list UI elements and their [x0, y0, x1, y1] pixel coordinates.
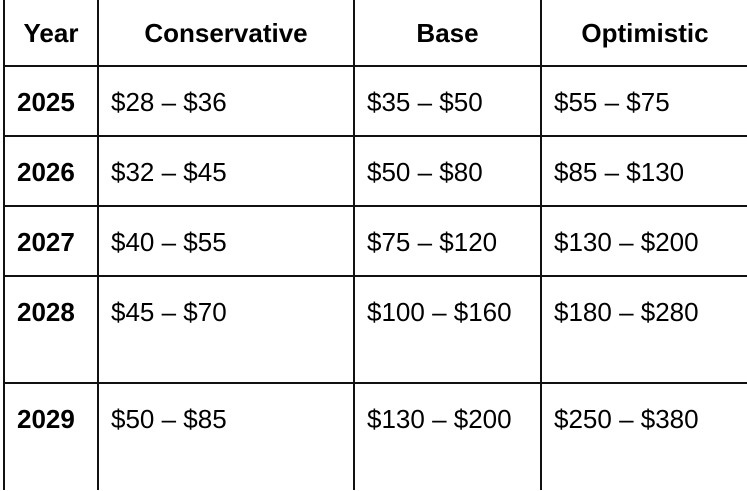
conservative-cell: $40 – $55: [97, 205, 355, 277]
forecast-table: Year Conservative Base Optimistic 2025 $…: [3, 0, 747, 490]
optimistic-cell: $130 – $200: [540, 205, 747, 277]
header-conservative: Conservative: [97, 0, 355, 67]
table-row: 2027 $40 – $55 $75 – $120 $130 – $200: [3, 205, 747, 277]
table-row: 2025 $28 – $36 $35 – $50 $55 – $75: [3, 65, 747, 137]
year-cell: 2028: [3, 275, 99, 384]
conservative-cell: $28 – $36: [97, 65, 355, 137]
base-cell: $50 – $80: [353, 135, 542, 207]
table-row: 2028 $45 – $70 $100 – $160 $180 – $280: [3, 275, 747, 384]
optimistic-cell: $85 – $130: [540, 135, 747, 207]
base-cell: $35 – $50: [353, 65, 542, 137]
base-cell: $75 – $120: [353, 205, 542, 277]
year-cell: 2026: [3, 135, 99, 207]
base-cell: $100 – $160: [353, 275, 542, 384]
optimistic-cell: $250 – $380: [540, 382, 747, 490]
conservative-cell: $50 – $85: [97, 382, 355, 490]
year-cell: 2029: [3, 382, 99, 490]
header-row: Year Conservative Base Optimistic: [3, 0, 747, 67]
conservative-cell: $45 – $70: [97, 275, 355, 384]
table-row: 2026 $32 – $45 $50 – $80 $85 – $130: [3, 135, 747, 207]
base-cell: $130 – $200: [353, 382, 542, 490]
optimistic-cell: $180 – $280: [540, 275, 747, 384]
year-cell: 2027: [3, 205, 99, 277]
header-base: Base: [353, 0, 542, 67]
table-row: 2029 $50 – $85 $130 – $200 $250 – $380: [3, 382, 747, 490]
header-year: Year: [3, 0, 99, 67]
optimistic-cell: $55 – $75: [540, 65, 747, 137]
conservative-cell: $32 – $45: [97, 135, 355, 207]
header-optimistic: Optimistic: [540, 0, 747, 67]
year-cell: 2025: [3, 65, 99, 137]
